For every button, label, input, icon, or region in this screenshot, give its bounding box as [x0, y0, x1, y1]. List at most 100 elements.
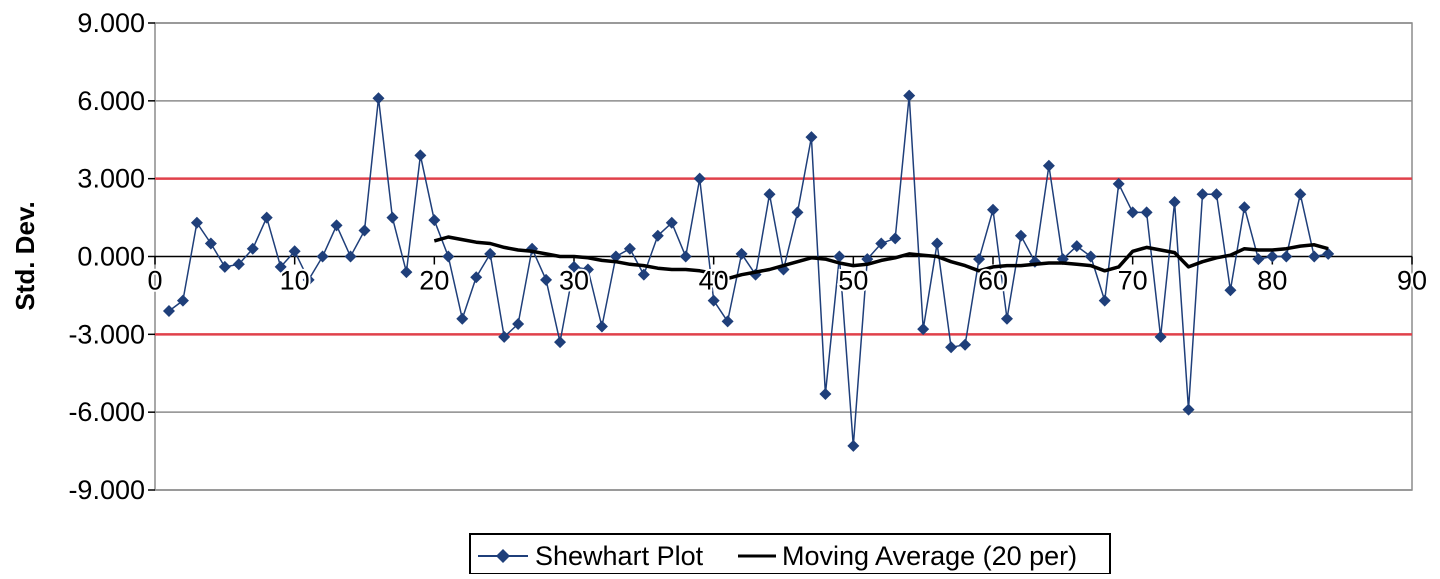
- x-axis-tick-labels: 0 10 20 30 40 50 60 70 80 90: [145, 264, 1429, 298]
- y-tick-label: 0.000: [77, 242, 145, 272]
- y-tick-label: -6.000: [68, 397, 145, 427]
- data-point: [903, 89, 916, 102]
- x-tick-label: 90: [1397, 266, 1427, 296]
- data-point: [973, 253, 986, 266]
- data-point: [1224, 284, 1237, 297]
- series-line-0: [168, 94, 1329, 447]
- data-point: [260, 211, 273, 224]
- data-point: [679, 250, 692, 263]
- data-point: [1322, 247, 1335, 260]
- data-point: [721, 315, 734, 328]
- data-point: [595, 320, 608, 333]
- data-point: [190, 216, 203, 229]
- data-point: [1126, 206, 1139, 219]
- data-point: [400, 266, 413, 279]
- data-point: [1196, 188, 1209, 201]
- data-point: [442, 250, 455, 263]
- data-point: [707, 294, 720, 307]
- data-point: [218, 260, 231, 273]
- data-point: [889, 232, 902, 245]
- legend-label-moving-average: Moving Average (20 per): [782, 541, 1077, 571]
- y-tick-label: 6.000: [77, 86, 145, 116]
- data-point: [498, 330, 511, 343]
- data-point: [1266, 250, 1279, 263]
- data-point: [1000, 312, 1013, 325]
- data-point: [1084, 250, 1097, 263]
- series-line-1: [433, 235, 1329, 281]
- x-tick-label: 30: [559, 266, 589, 296]
- data-point: [1294, 188, 1307, 201]
- data-point: [162, 304, 175, 317]
- data-point: [987, 203, 999, 216]
- data-point: [917, 323, 930, 336]
- data-point: [288, 245, 301, 258]
- data-point: [1098, 294, 1111, 307]
- data-point: [651, 229, 664, 242]
- data-point: [763, 188, 776, 201]
- data-point: [274, 260, 287, 273]
- data-point: [931, 237, 944, 250]
- data-point: [581, 263, 594, 276]
- y-axis-title: Std. Dev.: [10, 201, 40, 310]
- y-tick-label: 9.000: [77, 8, 145, 38]
- y-tick-label: -9.000: [68, 475, 145, 505]
- data-point: [623, 242, 636, 255]
- data-point: [1252, 253, 1265, 266]
- data-point: [358, 224, 371, 237]
- data-point: [316, 250, 329, 263]
- data-point: [1154, 330, 1167, 343]
- data-point: [344, 250, 357, 263]
- data-point: [176, 294, 189, 307]
- data-point: [1140, 206, 1153, 219]
- data-point: [512, 317, 525, 330]
- legend-box: [469, 533, 1111, 575]
- y-axis-tick-labels: 9.000 6.000 3.000 0.000 -3.000 -6.000 -9.000: [68, 8, 145, 505]
- data-point: [330, 219, 343, 232]
- data-point: [637, 268, 650, 281]
- data-point: [1014, 229, 1027, 242]
- data-point: [246, 242, 259, 255]
- y-tick-label: -3.000: [68, 319, 145, 349]
- control-limits: [155, 177, 1412, 336]
- legend: Shewhart Plot Moving Average (20 per): [469, 533, 1111, 575]
- y-tick-label: 3.000: [77, 164, 145, 194]
- x-tick-label: 80: [1257, 266, 1287, 296]
- data-point: [428, 214, 441, 227]
- data-point: [805, 131, 818, 144]
- data-point: [1280, 250, 1293, 263]
- data-point: [945, 341, 958, 354]
- data-point: [1308, 250, 1321, 263]
- data-point: [456, 312, 469, 325]
- data-point: [470, 271, 483, 284]
- data-point: [1210, 188, 1223, 201]
- legend-label-shewhart: Shewhart Plot: [535, 541, 704, 571]
- data-point: [819, 388, 832, 401]
- data-point: [554, 336, 567, 349]
- data-point: [232, 258, 245, 271]
- data-point: [1112, 177, 1125, 190]
- x-tick-label: 40: [699, 266, 729, 296]
- data-point: [1070, 240, 1083, 253]
- x-tick-label: 50: [838, 266, 868, 296]
- data-point: [609, 250, 622, 263]
- data-point: [693, 172, 706, 185]
- data-point: [540, 273, 553, 286]
- data-point: [1182, 403, 1195, 416]
- data-point: [1042, 159, 1055, 172]
- x-tick-label: 0: [147, 266, 162, 296]
- data-point: [484, 247, 497, 260]
- data-point: [791, 206, 804, 219]
- data-point: [665, 216, 678, 229]
- legend-marker-diamond-icon: [496, 549, 510, 563]
- data-point: [414, 149, 427, 162]
- data-point: [847, 439, 860, 452]
- x-tick-label: 20: [419, 266, 449, 296]
- x-tick-label: 60: [978, 266, 1008, 296]
- x-tick-label: 70: [1118, 266, 1148, 296]
- x-tick-label: 10: [280, 266, 310, 296]
- data-point: [1238, 201, 1251, 214]
- data-point: [1168, 196, 1181, 209]
- data-point: [204, 237, 217, 250]
